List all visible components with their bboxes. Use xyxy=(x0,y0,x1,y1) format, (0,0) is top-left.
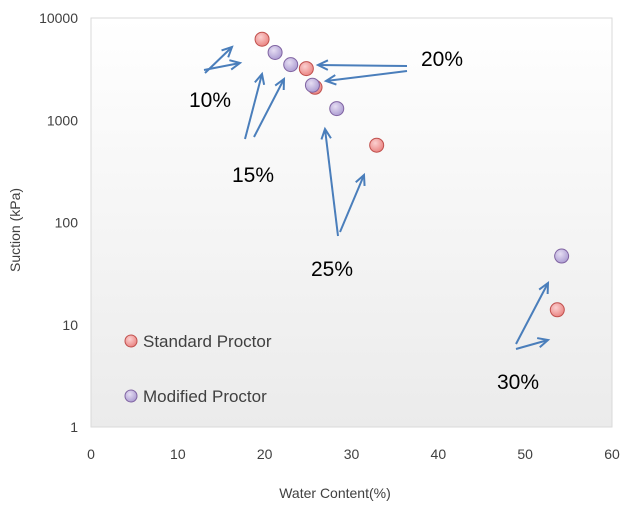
legend-marker-modified-proctor xyxy=(124,389,138,403)
y-tick-labels: 1 10 100 1000 10000 xyxy=(39,10,78,435)
annotation-arrow-shaft xyxy=(324,128,339,237)
annotation-arrow-shaft xyxy=(317,64,408,67)
point-standard-proctor xyxy=(549,302,565,318)
annotation-arrow-head xyxy=(355,172,366,187)
legend-label-standard-proctor: Standard Proctor xyxy=(143,332,272,351)
annotation-25-percent: 25% xyxy=(311,258,353,281)
annotation-arrow-head xyxy=(254,71,266,85)
point-standard-proctor xyxy=(369,137,385,153)
x-tick-labels: 0 10 20 30 40 50 60 xyxy=(87,446,620,462)
y-tick-label: 10 xyxy=(62,317,78,333)
point-modified-proctor xyxy=(283,57,299,73)
point-modified-proctor xyxy=(329,101,345,117)
y-tick-label: 1 xyxy=(70,419,78,435)
annotation-arrow-shaft xyxy=(325,70,408,82)
point-modified-proctor xyxy=(304,77,320,93)
x-tick-label: 40 xyxy=(431,446,447,462)
annotation-arrow-head xyxy=(536,337,551,349)
annotation-arrow-shaft xyxy=(515,339,549,350)
x-axis-title: Water Content(%) xyxy=(279,485,391,501)
point-modified-proctor xyxy=(267,44,283,60)
y-axis-title: Suction (kPa) xyxy=(7,188,23,272)
y-tick-label: 10000 xyxy=(39,10,78,26)
point-modified-proctor xyxy=(554,248,570,264)
annotation-arrow-shaft xyxy=(203,62,241,71)
annotation-15-percent: 15% xyxy=(232,164,274,187)
x-tick-label: 20 xyxy=(257,446,273,462)
point-standard-proctor xyxy=(298,61,314,77)
annotation-arrows xyxy=(203,45,551,350)
legend-marker-standard-proctor xyxy=(124,334,138,348)
annotation-arrow-head xyxy=(323,74,337,86)
annotation-arrow-shaft xyxy=(339,174,365,233)
annotation-arrow-head xyxy=(274,76,286,91)
y-tick-label: 100 xyxy=(55,215,79,231)
annotation-30-percent: 30% xyxy=(497,371,539,394)
annotation-10-percent: 10% xyxy=(189,89,231,112)
annotation-arrow-head xyxy=(229,59,243,71)
data-points xyxy=(254,31,570,318)
annotation-labels: 10% 15% 20% 25% 30% xyxy=(189,48,539,394)
annotation-arrow-head xyxy=(538,280,550,295)
annotation-20-percent: 20% xyxy=(421,48,463,71)
x-tick-label: 10 xyxy=(170,446,186,462)
annotation-arrow-shaft xyxy=(515,282,549,345)
annotation-arrow-head xyxy=(320,126,332,140)
x-tick-label: 30 xyxy=(344,446,360,462)
plot-area xyxy=(90,17,613,428)
y-tick-label: 1000 xyxy=(47,112,78,128)
annotation-arrow-shaft xyxy=(244,73,263,140)
legend: Standard Proctor Modified Proctor xyxy=(124,332,272,406)
x-tick-label: 60 xyxy=(604,446,620,462)
point-standard-proctor xyxy=(254,31,270,47)
annotation-arrow-shaft xyxy=(253,78,285,138)
x-tick-label: 50 xyxy=(517,446,533,462)
x-tick-label: 0 xyxy=(87,446,95,462)
annotation-arrow-head xyxy=(221,45,234,58)
legend-label-modified-proctor: Modified Proctor xyxy=(143,387,267,406)
annotation-arrow-head xyxy=(315,59,329,71)
